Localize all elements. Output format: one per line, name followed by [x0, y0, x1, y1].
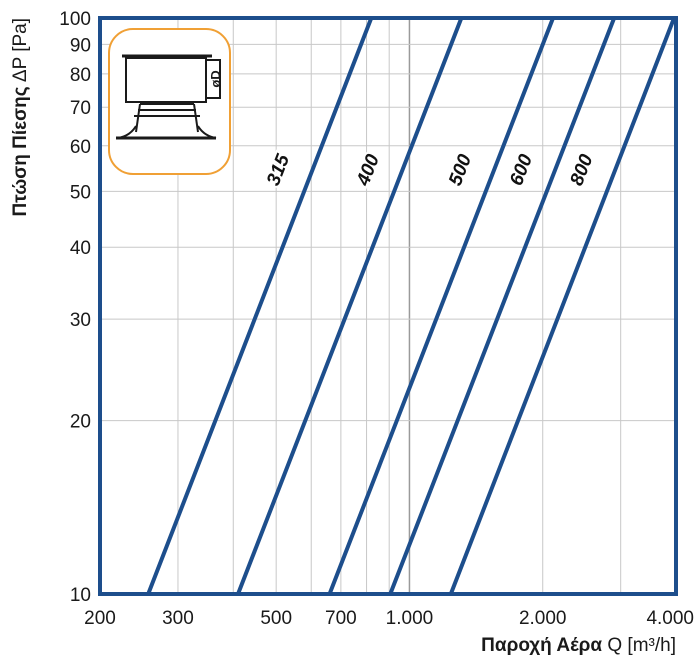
- x-tick-label: 300: [162, 608, 194, 629]
- roof-fan-drawing: [116, 54, 221, 140]
- grid: [100, 18, 676, 594]
- plot-frame: [98, 16, 678, 596]
- series-label-600: 600: [506, 151, 537, 189]
- product-inset: øD: [108, 28, 231, 175]
- series-line-800: [448, 18, 676, 594]
- y-tick-label: 40: [70, 238, 91, 259]
- series-lines: [146, 18, 676, 594]
- series-line-500: [327, 18, 555, 594]
- y-tick-label: 50: [70, 182, 91, 203]
- x-tick-label: 700: [325, 608, 357, 629]
- series-line-600: [388, 18, 617, 594]
- y-axis-title-bold: Πτώση Πίεσης: [10, 86, 31, 216]
- y-tick-label: 80: [70, 65, 91, 86]
- series-label-500: 500: [445, 151, 476, 189]
- diameter-label: øD: [208, 70, 223, 87]
- x-axis-title-unit: Q [m³/h]: [602, 635, 676, 656]
- y-tick-label: 90: [70, 35, 91, 56]
- series-label-400: 400: [353, 151, 385, 189]
- y-tick-label: 60: [70, 137, 91, 158]
- y-tick-label: 30: [70, 310, 91, 331]
- series-label-800: 800: [567, 151, 598, 189]
- y-tick-label: 10: [70, 585, 91, 606]
- x-tick-label: 200: [84, 608, 116, 629]
- x-tick-label: 1.000: [386, 608, 434, 629]
- x-tick-label: 4.000: [646, 608, 694, 629]
- y-axis-title: Πτώση Πίεσης ΔP [Pa]: [10, 18, 31, 216]
- x-tick-label: 2.000: [519, 608, 567, 629]
- x-axis-title: Παροχή Αέρα Q [m³/h]: [481, 635, 676, 656]
- x-tick-label: 500: [260, 608, 292, 629]
- y-tick-label: 20: [70, 412, 91, 433]
- x-tick-labels: 200 300 500 700 1.000 2.000 4.000: [84, 608, 694, 629]
- y-tick-labels: 10 20 30 40 50 60 70 80 90 100: [59, 9, 91, 606]
- x-axis-title-bold: Παροχή Αέρα: [481, 635, 602, 656]
- series-label-315: 315: [263, 151, 294, 189]
- y-tick-label: 100: [59, 9, 91, 30]
- y-tick-label: 70: [70, 98, 91, 119]
- y-axis-title-unit: ΔP [Pa]: [10, 18, 31, 86]
- series-line-315: [146, 18, 374, 594]
- series-line-400: [236, 18, 464, 594]
